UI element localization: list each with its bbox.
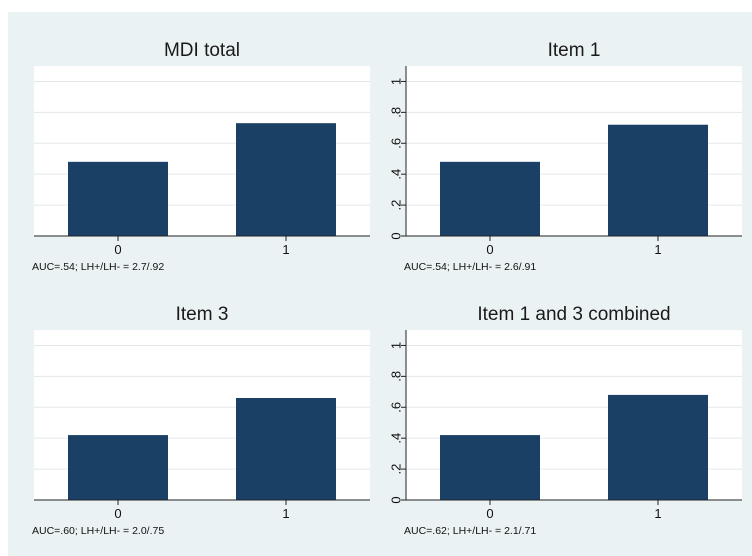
chart-svg: Item 1 0 1 0 .2 .4 .6 .8 1 AUC=.54; LH+/LH- = 2.6… — [389, 40, 742, 273]
x-tick-label: 0 — [114, 242, 121, 257]
panel-item-1: Item 1 0 1 0 .2 .4 .6 .8 1 AUC=.54; LH+/LH- = 2.6… — [380, 36, 752, 288]
x-tick-label: 0 — [486, 242, 493, 257]
auc-note: AUC=.62; LH+/LH- = 2.1/.71 — [404, 525, 536, 537]
y-tick-label: .4 — [389, 169, 404, 180]
panel-item-3: Item 3 0 1 AUC=.60; LH+/LH- = 2.0/.75 — [8, 300, 380, 552]
panel-mdi-total: MDI total 0 1 AUC=.54; LH+/LH- = 2.7/.92 — [8, 36, 380, 288]
y-tick-label: .4 — [389, 433, 404, 444]
x-tick-label: 0 — [486, 506, 493, 521]
x-tick-label: 0 — [114, 506, 121, 521]
chart-svg: MDI total 0 1 AUC=.54; LH+/LH- = 2.7/.92 — [32, 40, 370, 273]
x-tick-label: 1 — [282, 242, 289, 257]
y-tick-label: .6 — [389, 402, 404, 413]
bar-0 — [440, 161, 540, 236]
auc-note: AUC=.54; LH+/LH- = 2.7/.92 — [32, 261, 164, 273]
y-tick-label: 1 — [389, 342, 404, 349]
chart-title: Item 1 and 3 combined — [477, 304, 670, 325]
bar-0 — [440, 435, 540, 500]
bar-0 — [68, 435, 168, 500]
y-tick-label: .6 — [389, 138, 404, 149]
y-tick-label: .8 — [389, 371, 404, 382]
y-tick-label: .8 — [389, 107, 404, 118]
bar-1 — [608, 394, 708, 500]
chart-svg: Item 3 0 1 AUC=.60; LH+/LH- = 2.0/.75 — [32, 304, 370, 537]
chart-title: Item 3 — [176, 304, 229, 325]
chart-title: Item 1 — [548, 40, 601, 61]
y-tick-label: .2 — [389, 464, 404, 475]
auc-note: AUC=.60; LH+/LH- = 2.0/.75 — [32, 525, 164, 537]
bar-1 — [236, 123, 336, 236]
panel-item-1-and-3-combined: Item 1 and 3 combined 0 1 0 .2 .4 .6 .8 1 AUC=.62… — [380, 300, 752, 552]
y-tick-label: 1 — [389, 78, 404, 85]
y-tick-label: 0 — [389, 496, 404, 503]
auc-note: AUC=.54; LH+/LH- = 2.6/.91 — [404, 261, 536, 273]
bar-1 — [236, 398, 336, 500]
figure: MDI total 0 1 AUC=.54; LH+/LH- = 2.7/.92 It… — [8, 12, 752, 556]
y-tick-label: 0 — [389, 232, 404, 239]
y-tick-label: .2 — [389, 200, 404, 211]
x-tick-label: 1 — [654, 506, 661, 521]
bar-0 — [68, 161, 168, 236]
chart-title: MDI total — [164, 40, 240, 61]
chart-svg: Item 1 and 3 combined 0 1 0 .2 .4 .6 .8 1 AUC=.62… — [389, 304, 742, 537]
x-tick-label: 1 — [282, 506, 289, 521]
bar-1 — [608, 124, 708, 236]
x-tick-label: 1 — [654, 242, 661, 257]
